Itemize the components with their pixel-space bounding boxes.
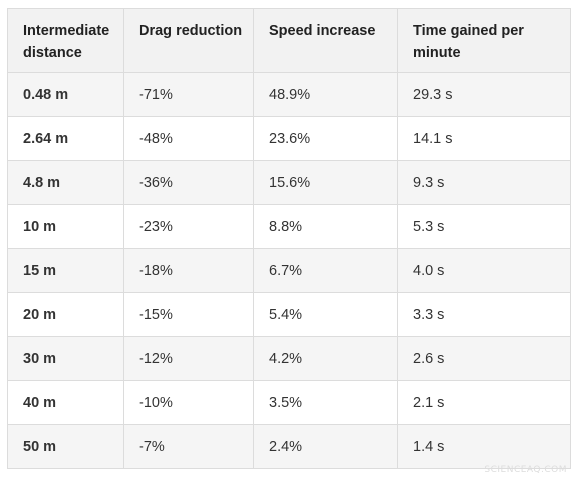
cell-drag-reduction: -71%: [123, 72, 254, 117]
watermark-text: SCIENCEAQ.COM: [484, 465, 567, 475]
table-row: 4.8 m -36% 15.6% 9.3 s: [7, 160, 571, 205]
header-time-gained: Time gained per minute: [397, 8, 571, 73]
cell-drag-reduction: -23%: [123, 204, 254, 249]
header-speed-increase: Speed increase: [253, 8, 398, 73]
cell-drag-reduction: -10%: [123, 380, 254, 425]
cell-drag-reduction: -36%: [123, 160, 254, 205]
cell-speed-increase: 5.4%: [253, 292, 398, 337]
data-table-container: Intermediate distance Drag reduction Spe…: [7, 8, 571, 469]
table-header-row: Intermediate distance Drag reduction Spe…: [7, 8, 571, 73]
header-intermediate-distance: Intermediate distance: [7, 8, 124, 73]
table-row: 2.64 m -48% 23.6% 14.1 s: [7, 116, 571, 161]
table-row: 0.48 m -71% 48.9% 29.3 s: [7, 72, 571, 117]
cell-drag-reduction: -12%: [123, 336, 254, 381]
cell-drag-reduction: -18%: [123, 248, 254, 293]
cell-time-gained: 2.1 s: [397, 380, 571, 425]
cell-distance: 2.64 m: [7, 116, 124, 161]
cell-speed-increase: 15.6%: [253, 160, 398, 205]
cell-speed-increase: 48.9%: [253, 72, 398, 117]
cell-speed-increase: 23.6%: [253, 116, 398, 161]
cell-time-gained: 2.6 s: [397, 336, 571, 381]
cell-distance: 15 m: [7, 248, 124, 293]
cell-distance: 20 m: [7, 292, 124, 337]
cell-distance: 30 m: [7, 336, 124, 381]
cell-drag-reduction: -7%: [123, 424, 254, 469]
cell-distance: 40 m: [7, 380, 124, 425]
table-body: 0.48 m -71% 48.9% 29.3 s 2.64 m -48% 23.…: [7, 72, 571, 469]
table-row: 10 m -23% 8.8% 5.3 s: [7, 204, 571, 249]
cell-speed-increase: 4.2%: [253, 336, 398, 381]
cell-time-gained: 9.3 s: [397, 160, 571, 205]
header-drag-reduction: Drag reduction: [123, 8, 254, 73]
table-row: 15 m -18% 6.7% 4.0 s: [7, 248, 571, 293]
cell-drag-reduction: -48%: [123, 116, 254, 161]
cell-distance: 4.8 m: [7, 160, 124, 205]
drag-reduction-table: Intermediate distance Drag reduction Spe…: [7, 8, 571, 469]
table-row: 40 m -10% 3.5% 2.1 s: [7, 380, 571, 425]
table-row: 20 m -15% 5.4% 3.3 s: [7, 292, 571, 337]
cell-speed-increase: 8.8%: [253, 204, 398, 249]
cell-speed-increase: 6.7%: [253, 248, 398, 293]
cell-time-gained: 29.3 s: [397, 72, 571, 117]
cell-time-gained: 4.0 s: [397, 248, 571, 293]
cell-distance: 10 m: [7, 204, 124, 249]
cell-speed-increase: 2.4%: [253, 424, 398, 469]
cell-drag-reduction: -15%: [123, 292, 254, 337]
cell-time-gained: 3.3 s: [397, 292, 571, 337]
cell-speed-increase: 3.5%: [253, 380, 398, 425]
cell-distance: 50 m: [7, 424, 124, 469]
cell-time-gained: 1.4 s: [397, 424, 571, 469]
cell-distance: 0.48 m: [7, 72, 124, 117]
cell-time-gained: 14.1 s: [397, 116, 571, 161]
table-row: 30 m -12% 4.2% 2.6 s: [7, 336, 571, 381]
cell-time-gained: 5.3 s: [397, 204, 571, 249]
table-row: 50 m -7% 2.4% 1.4 s: [7, 424, 571, 469]
